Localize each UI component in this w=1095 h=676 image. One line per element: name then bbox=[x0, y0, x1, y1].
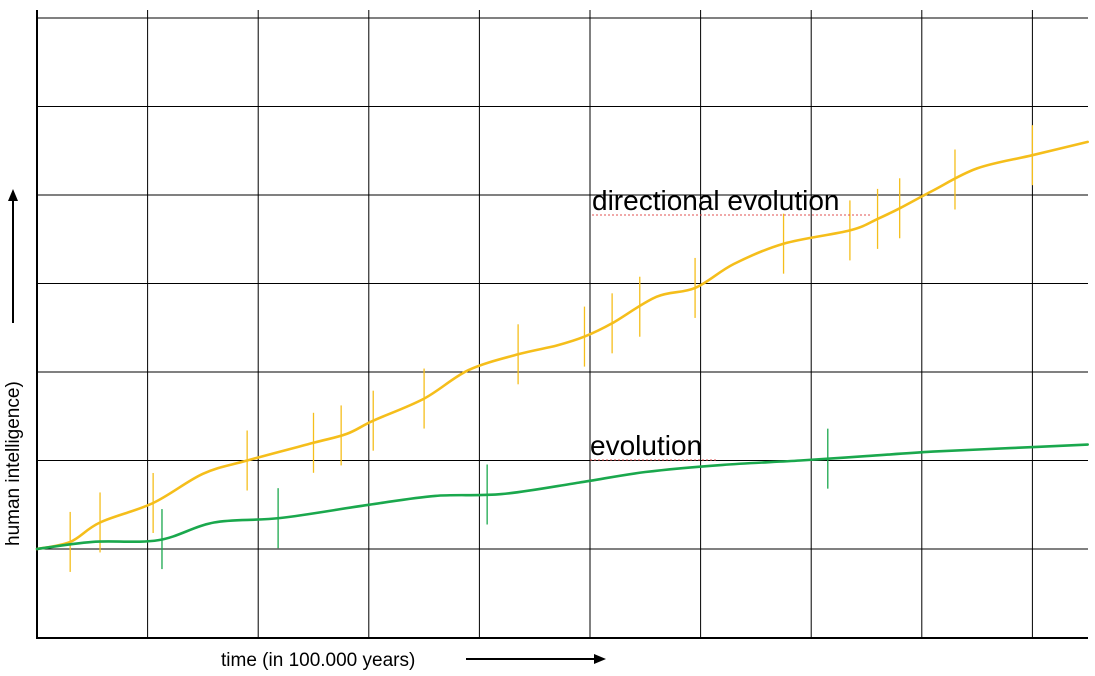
x-axis-arrow bbox=[466, 654, 606, 664]
x-axis-title: time (in 100.000 years) bbox=[221, 650, 415, 671]
y-axis-arrow bbox=[8, 189, 18, 323]
axes bbox=[36, 10, 1088, 639]
series-layer bbox=[35, 125, 1089, 572]
series-evolution bbox=[35, 428, 1089, 570]
grid-lines bbox=[37, 10, 1088, 638]
series-line-directional-evolution bbox=[35, 140, 1089, 551]
annotation-directional-evolution: directional evolution bbox=[592, 185, 840, 216]
series-line-evolution bbox=[35, 443, 1089, 551]
series-directional-evolution bbox=[35, 125, 1089, 572]
annotation-evolution: evolution bbox=[590, 430, 702, 461]
y-axis-title: human intelligence) bbox=[3, 381, 24, 546]
